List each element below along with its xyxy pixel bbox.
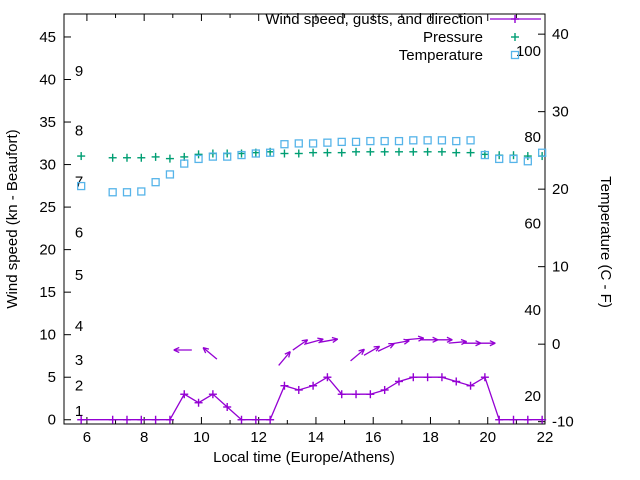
- temperature-series: [77, 136, 547, 197]
- x-tick-label: 20: [479, 429, 496, 446]
- y-left-tick-label: 5: [48, 369, 56, 386]
- x-tick-label: 14: [308, 429, 325, 446]
- y-left-axis-title: Wind speed (kn - Beaufort): [4, 129, 21, 308]
- y-left-tick-label: 35: [39, 114, 56, 131]
- fahrenheit-scale-label: 80: [524, 129, 541, 146]
- x-tick-label: 12: [250, 429, 267, 446]
- beaufort-scale-label: 9: [75, 63, 83, 80]
- legend-label-wind: Wind speed, gusts, and direction: [265, 11, 483, 28]
- fahrenheit-scale-label: 60: [524, 215, 541, 232]
- plot-area: 6 8 10 12 14 16 18 20 22051015202530354045123456…: [39, 13, 574, 446]
- legend-label-temperature: Temperature: [399, 47, 483, 64]
- beaufort-scale-label: 1: [75, 403, 83, 420]
- y-left-tick-label: 30: [39, 157, 56, 174]
- plot-border: [63, 13, 546, 425]
- y-right-tick-label: 30: [552, 104, 569, 121]
- y-right-tick-label: -10: [552, 414, 574, 431]
- wind-speed-series: [77, 373, 547, 424]
- fahrenheit-scale-label: 20: [524, 388, 541, 405]
- x-tick-label: 22: [537, 429, 554, 446]
- y-left-tick-label: 40: [39, 71, 56, 88]
- x-axis-title: Local time (Europe/Athens): [213, 449, 395, 466]
- x-axis-ticks: 6 8 10 12 14 16 18 20 22: [83, 14, 554, 446]
- legend-samples: [490, 15, 541, 60]
- y-left-tick-label: 25: [39, 199, 56, 216]
- x-tick-label: 18: [422, 429, 439, 446]
- fahrenheit-scale-label: 40: [524, 302, 541, 319]
- y-right-tick-label: 20: [552, 181, 569, 198]
- x-tick-label: 8: [140, 429, 148, 446]
- x-tick-label: 6: [83, 429, 91, 446]
- pressure-series: [77, 147, 547, 163]
- beaufort-scale-label: 5: [75, 267, 83, 284]
- y-right-tick-label: 40: [552, 26, 569, 43]
- beaufort-scale-label: 2: [75, 378, 83, 395]
- beaufort-scale-label: 6: [75, 225, 83, 242]
- y-right-ticks: -10 0 10 20 30 40 20 40 60 80 100: [516, 26, 574, 431]
- beaufort-scale-label: 8: [75, 123, 83, 140]
- gust-direction-arrows: [173, 335, 496, 366]
- beaufort-scale-label: 3: [75, 352, 83, 369]
- y-left-tick-label: 0: [48, 412, 56, 429]
- beaufort-scale-label: 4: [75, 318, 83, 335]
- y-right-axis-title: Temperature (C - F): [597, 176, 614, 308]
- y-left-tick-label: 20: [39, 242, 56, 259]
- x-tick-label: 10: [193, 429, 210, 446]
- y-left-tick-label: 15: [39, 284, 56, 301]
- x-tick-label: 16: [365, 429, 382, 446]
- legend-label-pressure: Pressure: [423, 29, 483, 46]
- y-left-tick-label: 45: [39, 29, 56, 46]
- y-right-tick-label: 0: [552, 336, 560, 353]
- y-right-tick-label: 10: [552, 259, 569, 276]
- fahrenheit-scale-label: 100: [516, 43, 541, 60]
- y-left-tick-label: 10: [39, 327, 56, 344]
